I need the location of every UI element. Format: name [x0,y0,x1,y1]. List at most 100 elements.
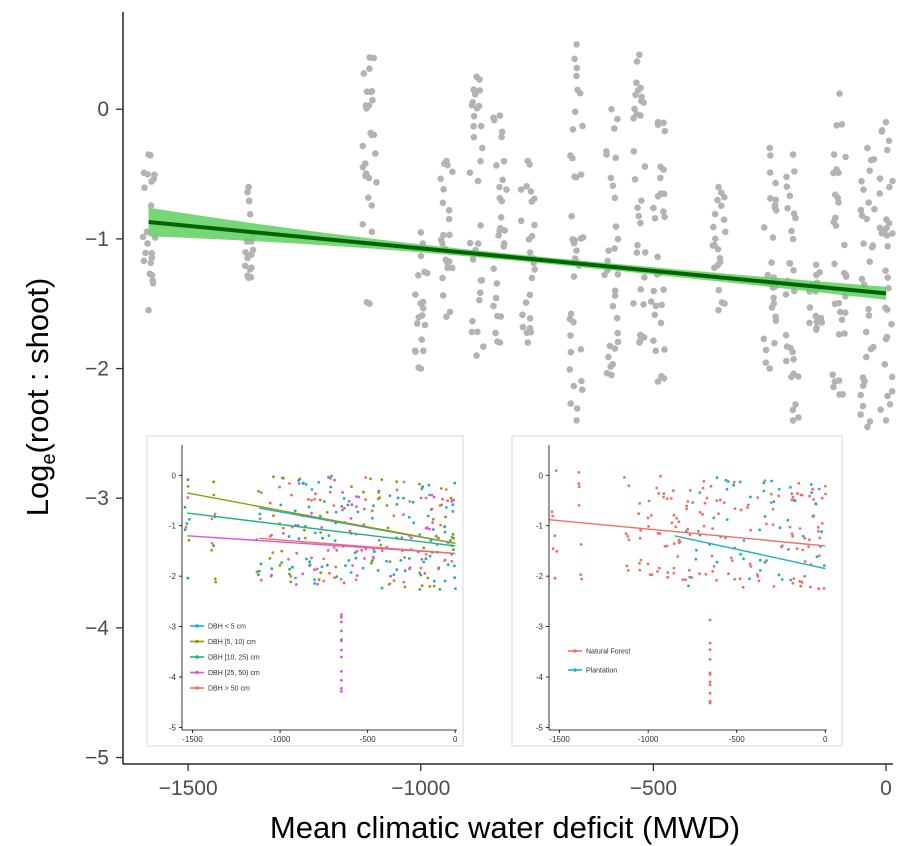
data-point [212,544,216,548]
data-point [789,235,797,243]
data-point [245,183,252,191]
data-point [439,487,443,490]
data-point [638,568,642,572]
data-point [371,516,374,520]
data-point [813,318,820,326]
data-point [859,374,867,381]
data-point [717,512,720,515]
data-point [808,538,811,542]
data-point [633,79,640,86]
data-point [766,365,773,372]
data-point [796,492,799,495]
data-point [432,584,436,588]
data-point [605,247,612,254]
data-point [183,528,187,532]
data-point [632,91,639,99]
data-point [650,287,658,295]
inset-y-tick-label: -3 [169,623,177,632]
data-point [395,502,399,506]
data-point [883,306,891,314]
data-point [551,514,555,518]
data-point [772,585,776,588]
data-point [310,498,313,502]
x-axis-title: Mean climatic water deficit (MWD) [270,810,740,845]
data-point [469,99,477,106]
data-point [454,587,457,590]
data-point [864,423,871,431]
data-point [424,496,428,500]
data-point [697,529,700,533]
data-point [213,512,217,516]
data-point [878,229,885,237]
data-point [389,574,392,578]
data-point [522,299,530,306]
data-point [841,330,848,337]
data-point [817,554,821,558]
data-point [661,346,668,353]
data-point [341,491,344,494]
data-point [335,548,338,552]
data-point [412,348,419,356]
data-point [477,289,484,297]
data-point [388,494,392,497]
data-point [609,360,616,368]
data-point [368,228,376,236]
data-point [867,345,875,353]
data-point [385,559,388,563]
data-point [830,383,837,391]
data-point [830,151,838,158]
data-point [815,555,819,559]
data-point [672,566,676,570]
data-point [783,173,790,181]
data-point [777,494,781,498]
data-point [663,544,667,548]
data-point [550,510,554,514]
data-point [496,112,504,119]
data-point [580,577,584,581]
data-point [573,417,580,424]
data-point [278,485,281,489]
data-point [469,317,476,325]
data-point [634,204,641,211]
data-point [814,502,818,506]
data-point [658,301,665,309]
data-point [314,492,317,496]
data-point [760,224,768,231]
data-point [884,392,891,400]
data-point [443,559,446,562]
data-point [446,231,453,239]
data-point [864,144,871,152]
data-point [638,197,645,204]
data-point [760,335,768,343]
data-point [429,539,433,542]
data-point [790,532,794,536]
data-point [749,495,752,499]
data-point [698,491,702,494]
data-point [470,86,478,93]
data-point [431,521,434,524]
data-point [624,532,628,536]
inset-y-tick-label: -1 [169,522,177,531]
data-point [659,474,662,478]
data-point [656,531,660,535]
data-point [676,555,680,558]
data-point [762,346,770,354]
data-point [715,306,722,314]
data-point [604,257,611,265]
data-point [630,148,638,155]
data-point [570,382,578,390]
data-point [567,348,575,356]
data-point [320,526,324,529]
data-point [313,568,316,572]
data-point [809,585,812,589]
data-point [270,567,274,571]
data-point [571,55,578,63]
data-point [884,146,891,154]
data-point [769,492,773,496]
data-point [350,485,353,488]
data-point [757,579,761,583]
inset-legend: DBH < 5 cm DBH [5, 10) cm DBH [10, 25) cm D… [190,624,260,693]
inset-y-tick-label: 0 [172,471,177,480]
data-point [187,518,191,521]
inset-x-tick-label: -1000 [638,735,659,744]
